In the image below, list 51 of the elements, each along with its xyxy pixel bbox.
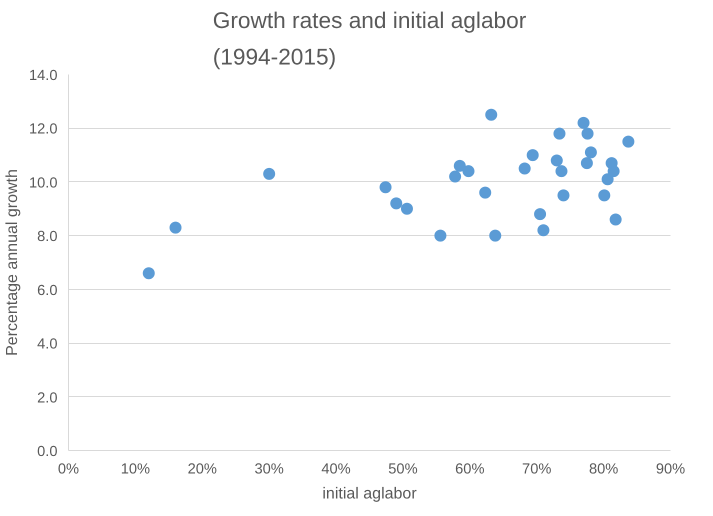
x-tick-label: 60% (455, 462, 485, 478)
point (553, 128, 566, 140)
point (454, 160, 466, 172)
point (390, 197, 402, 210)
point (537, 224, 550, 236)
x-tick-label: 80% (588, 462, 618, 478)
point (449, 170, 462, 183)
y-tick-label: 0.0 (37, 444, 58, 460)
x-tick-label: 0% (58, 462, 80, 478)
y-axis-title: Percentage annual growth (4, 169, 21, 356)
point (489, 230, 502, 242)
y-tick-label: 14.0 (28, 68, 58, 84)
x-axis-title: initial aglabor (322, 486, 418, 502)
point (608, 165, 620, 178)
point (380, 181, 392, 194)
y-tick-label: 8.0 (37, 229, 58, 246)
point (479, 186, 492, 199)
point (584, 146, 597, 158)
point (526, 149, 539, 162)
point (610, 214, 622, 226)
y-tick-label: 2.0 (37, 390, 58, 406)
x-tick-label: 90% (656, 462, 686, 478)
y-tick-label: 10.0 (28, 175, 58, 192)
point (142, 267, 155, 280)
point (462, 165, 474, 178)
point (485, 108, 498, 121)
point (598, 189, 610, 202)
point (550, 154, 563, 166)
chart-title: Growth rates and initial aglabor (1994-2015) (212, 7, 527, 70)
point (602, 173, 614, 186)
y-tick-label: 4.0 (37, 336, 58, 353)
point (555, 165, 568, 178)
y-tick-label: 6.0 (37, 282, 58, 299)
x-tick-label: 30% (254, 462, 284, 478)
point (580, 157, 593, 170)
x-tick-label: 40% (321, 462, 351, 478)
point (534, 208, 546, 220)
x-tick-label: 10% (120, 462, 150, 478)
point (263, 168, 276, 180)
point (170, 222, 182, 234)
point (557, 189, 570, 202)
y-tick-label: 12.0 (28, 122, 58, 138)
point (434, 230, 446, 242)
point (578, 116, 590, 129)
x-tick-label: 20% (188, 462, 217, 478)
x-tick-label: 70% (522, 462, 552, 478)
point (622, 136, 634, 148)
point (582, 128, 594, 140)
point (400, 202, 413, 215)
x-tick-label: 50% (388, 462, 418, 478)
point (518, 162, 531, 174)
